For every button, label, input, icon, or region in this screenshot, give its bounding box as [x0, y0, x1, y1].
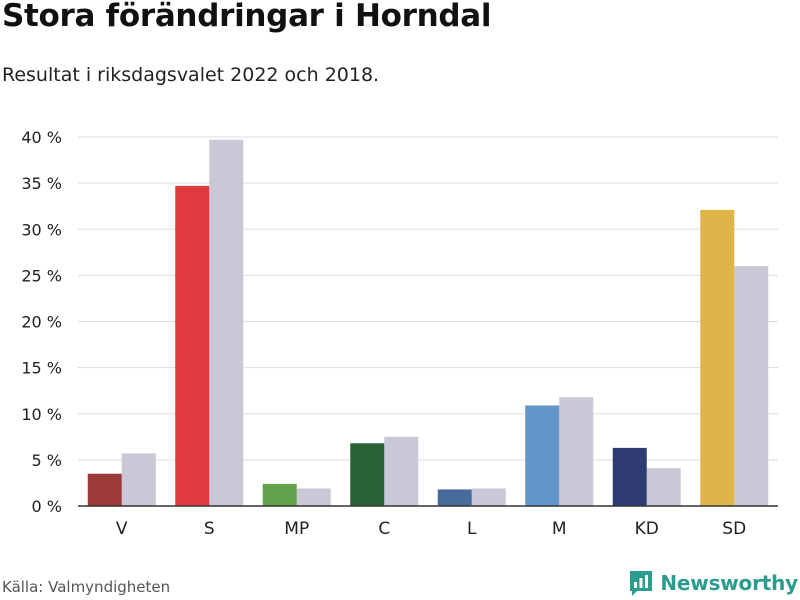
bar-2018-kd [646, 468, 681, 506]
y-tick-label: 20 % [21, 313, 62, 332]
bar-2018-m [559, 397, 594, 506]
bar-2018-c [384, 436, 419, 506]
bar-2022-c [350, 443, 385, 506]
y-tick-label: 35 % [21, 174, 62, 193]
x-tick-label: V [116, 519, 128, 539]
y-tick-label: 40 % [21, 128, 62, 147]
x-tick-label: SD [722, 519, 746, 539]
bar-2022-s [175, 185, 210, 506]
bar-2018-v [121, 453, 156, 506]
bar-2022-m [525, 405, 560, 506]
bar-2022-v [87, 473, 122, 506]
x-tick-label: MP [284, 519, 309, 539]
y-tick-label: 0 % [32, 497, 62, 516]
bar-2022-kd [612, 447, 647, 506]
brand-name: Newsworthy [660, 571, 798, 595]
y-tick-label: 5 % [32, 451, 62, 470]
source-note: Källa: Valmyndigheten [2, 578, 171, 596]
chart-subtitle: Resultat i riksdagsvalet 2022 och 2018. [2, 64, 380, 86]
y-tick-label: 15 % [21, 359, 62, 378]
bar-2018-mp [296, 488, 331, 506]
bar-2022-l [437, 489, 472, 506]
y-tick-label: 10 % [21, 405, 62, 424]
bar-2018-l [471, 488, 506, 506]
bar-2018-sd [734, 266, 769, 506]
x-tick-label: S [204, 519, 215, 539]
brand-logo: Newsworthy [628, 568, 798, 598]
y-tick-label: 25 % [21, 266, 62, 285]
bar-2022-sd [700, 209, 735, 506]
chart-title: Stora förändringar i Horndal [2, 0, 492, 34]
bar-chart: 0 % 5 % 10 % 15 % 20 % 25 % 30 % 35 % 40 % V S MP C L… [21, 128, 778, 539]
bar-chart-logo-icon [630, 571, 653, 596]
x-tick-label: C [378, 519, 390, 539]
x-tick-label: L [467, 519, 477, 539]
bar-2022-mp [262, 483, 297, 506]
x-tick-label: KD [635, 519, 659, 539]
y-tick-label: 30 % [21, 220, 62, 239]
x-tick-label: M [552, 519, 567, 539]
bar-2018-s [209, 139, 244, 506]
